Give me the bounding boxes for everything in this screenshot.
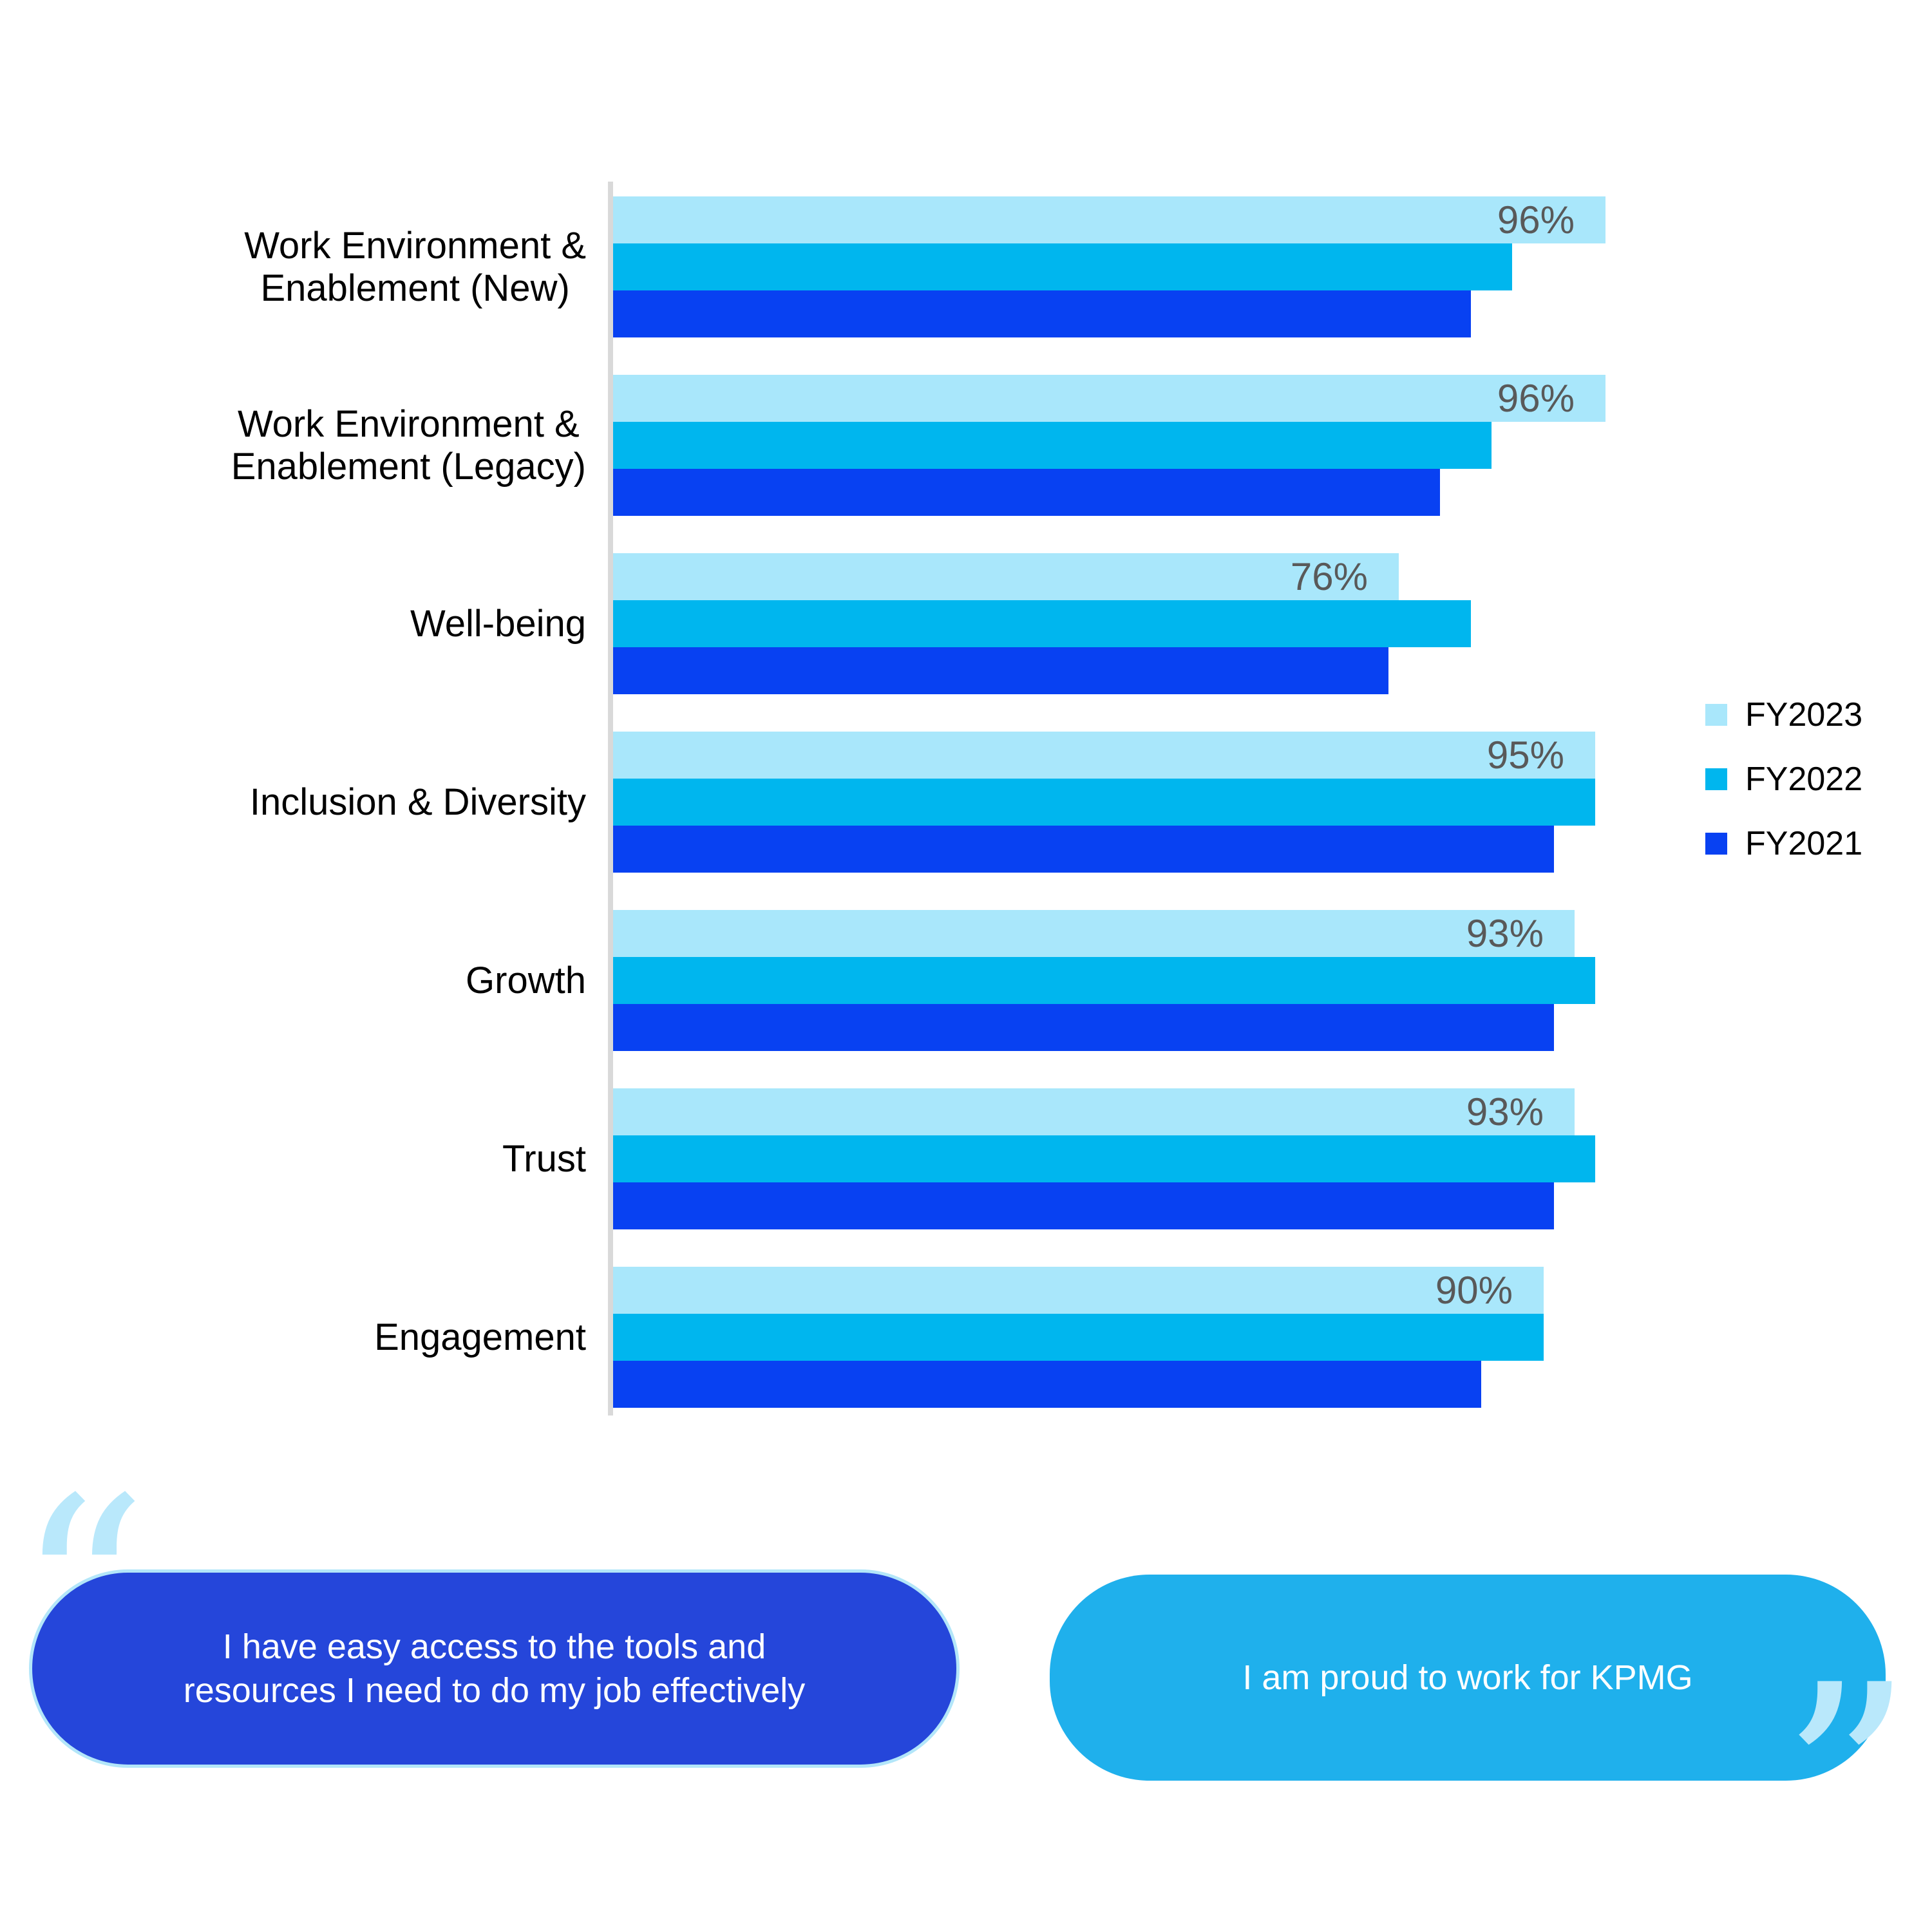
legend-entry-fy2023: FY2023 bbox=[1705, 696, 1862, 734]
category-label-cat6: Engagement bbox=[374, 1316, 586, 1358]
data-label-fy2023-cat3: 95% bbox=[1486, 734, 1564, 777]
legend-entry-fy2021: FY2021 bbox=[1705, 824, 1862, 863]
data-label-fy2023-cat0: 96% bbox=[1497, 198, 1575, 242]
bar-fy2021-cat2 bbox=[613, 647, 1388, 694]
bar-fy2021-cat5 bbox=[613, 1182, 1554, 1229]
bar-fy2022-cat0 bbox=[613, 243, 1512, 290]
bar-fy2023-cat1 bbox=[613, 375, 1605, 422]
bar-fy2021-cat4 bbox=[613, 1004, 1554, 1051]
bar-fy2023-cat3 bbox=[613, 732, 1595, 779]
bar-fy2021-cat3 bbox=[613, 826, 1554, 873]
bar-fy2022-cat1 bbox=[613, 422, 1492, 469]
category-label-cat2: Well-being bbox=[410, 603, 586, 645]
bar-fy2023-cat4 bbox=[613, 910, 1575, 957]
bar-fy2023-cat2 bbox=[613, 553, 1399, 600]
legend-swatch-icon-fy2021 bbox=[1705, 833, 1727, 855]
quote-card-tools: I have easy access to the tools and reso… bbox=[29, 1569, 960, 1768]
data-label-fy2023-cat4: 93% bbox=[1466, 912, 1544, 955]
data-label-fy2023-cat2: 76% bbox=[1290, 555, 1368, 598]
bar-fy2023-cat6 bbox=[613, 1267, 1544, 1314]
quote-text-tools: I have easy access to the tools and reso… bbox=[183, 1627, 806, 1710]
legend-swatch-icon-fy2022 bbox=[1705, 768, 1727, 790]
category-label-cat1: Work Environment & Enablement (Legacy) bbox=[231, 403, 586, 488]
bar-fy2022-cat4 bbox=[613, 957, 1595, 1004]
legend-label-fy2022: FY2022 bbox=[1745, 761, 1863, 798]
bar-fy2022-cat5 bbox=[613, 1135, 1595, 1182]
legend-label-fy2023: FY2023 bbox=[1745, 696, 1863, 734]
category-label-cat3: Inclusion & Diversity bbox=[249, 781, 586, 823]
data-label-fy2023-cat1: 96% bbox=[1497, 377, 1575, 420]
legend-label-fy2021: FY2021 bbox=[1745, 825, 1863, 862]
bar-fy2023-cat0 bbox=[613, 196, 1605, 243]
category-label-cat5: Trust bbox=[502, 1138, 586, 1180]
data-label-fy2023-cat6: 90% bbox=[1435, 1269, 1513, 1312]
y-axis-line bbox=[608, 182, 613, 1416]
bar-fy2021-cat0 bbox=[613, 290, 1471, 337]
legend-swatch-icon-fy2023 bbox=[1705, 704, 1727, 726]
category-label-cat4: Growth bbox=[466, 960, 586, 1001]
quote-card-proud: I am proud to work for KPMG bbox=[1050, 1575, 1886, 1781]
bar-fy2022-cat6 bbox=[613, 1314, 1544, 1361]
bar-fy2022-cat2 bbox=[613, 600, 1471, 647]
bar-fy2023-cat5 bbox=[613, 1088, 1575, 1135]
bar-fy2021-cat1 bbox=[613, 469, 1440, 516]
bar-fy2021-cat6 bbox=[613, 1361, 1481, 1408]
legend-entry-fy2022: FY2022 bbox=[1705, 760, 1862, 799]
quote-text-proud: I am proud to work for KPMG bbox=[1242, 1658, 1693, 1697]
bar-fy2022-cat3 bbox=[613, 779, 1595, 826]
category-label-cat0: Work Environment & Enablement (New) bbox=[244, 225, 586, 309]
data-label-fy2023-cat5: 93% bbox=[1466, 1090, 1544, 1133]
